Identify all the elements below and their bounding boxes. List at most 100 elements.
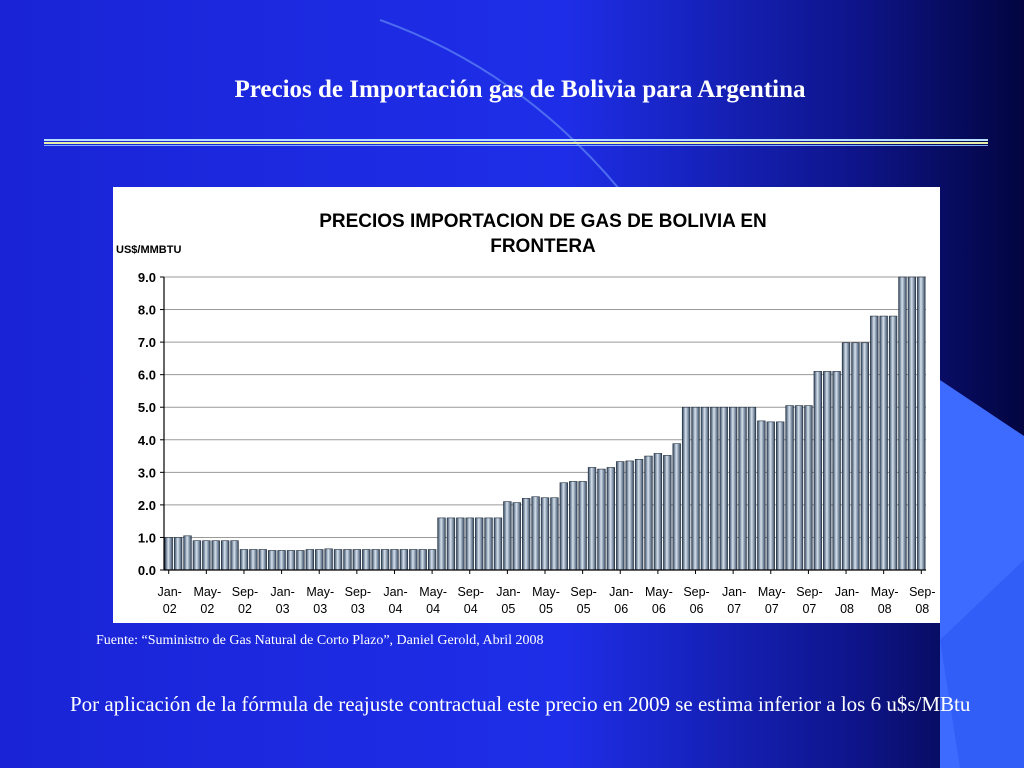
- bar: [616, 461, 625, 571]
- bar: [672, 443, 681, 571]
- x-tick-label-month: May-: [758, 585, 786, 599]
- bar: [220, 540, 230, 571]
- y-tick-label: 0.0: [138, 563, 156, 578]
- bar: [183, 535, 192, 571]
- x-tick-label-month: Jan-: [496, 585, 520, 599]
- x-tick-label-year: 08: [840, 602, 854, 616]
- bar: [503, 501, 512, 571]
- x-tick-label-month: Sep-: [232, 585, 258, 599]
- x-tick-label-month: Jan-: [158, 585, 182, 599]
- y-axis-label: US$/MMBTU: [116, 244, 181, 256]
- bar: [305, 549, 314, 571]
- bar: [465, 517, 474, 571]
- y-tick-label: 9.0: [138, 270, 156, 285]
- x-tick-label-year: 06: [652, 602, 666, 616]
- bar: [888, 315, 898, 571]
- x-tick-label-year: 05: [501, 602, 515, 616]
- x-tick-label-year: 03: [313, 602, 327, 616]
- bar: [540, 497, 550, 571]
- bar: [230, 540, 239, 571]
- y-tick-label: 2.0: [138, 498, 156, 513]
- bar: [766, 421, 775, 571]
- bar: [719, 406, 728, 571]
- bar: [653, 453, 663, 571]
- bar: [728, 406, 738, 571]
- x-tick-label-year: 04: [464, 602, 478, 616]
- bar: [173, 537, 183, 571]
- bar: [851, 342, 860, 571]
- bar: [785, 405, 794, 571]
- bar: [512, 502, 521, 571]
- bar: [249, 549, 258, 571]
- bar: [606, 467, 615, 571]
- bar: [522, 498, 531, 571]
- x-tick-label-year: 07: [802, 602, 816, 616]
- bar: [371, 549, 380, 571]
- x-tick-label-month: Jan-: [722, 585, 746, 599]
- bar: [192, 540, 202, 571]
- bar: [202, 540, 211, 571]
- y-tick-label: 1.0: [138, 530, 156, 545]
- x-tick-label-year: 04: [389, 602, 403, 616]
- slide-note: Por aplicación de la fórmula de reajuste…: [70, 692, 971, 716]
- bar: [324, 548, 333, 571]
- bar: [277, 550, 286, 571]
- bar: [390, 549, 399, 571]
- bar: [484, 517, 493, 571]
- bar: [644, 455, 653, 571]
- y-tick-label: 5.0: [138, 400, 156, 415]
- decorative-curve: [379, 19, 621, 191]
- x-tick-label-year: 02: [200, 602, 214, 616]
- x-tick-label-year: 06: [690, 602, 704, 616]
- y-tick-label: 8.0: [138, 303, 156, 318]
- chart-title-line: FRONTERA: [490, 236, 596, 257]
- bar: [550, 497, 559, 571]
- bar: [418, 549, 427, 571]
- bar: [286, 550, 296, 571]
- bar: [559, 482, 568, 571]
- bar: [427, 549, 437, 571]
- bar: [776, 421, 785, 571]
- bar: [832, 371, 841, 571]
- chart-panel: PRECIOS IMPORTACION DE GAS DE BOLIVIA EN…: [113, 187, 940, 623]
- x-tick-label-month: Sep-: [909, 585, 935, 599]
- bar: [399, 549, 409, 571]
- bar: [823, 371, 832, 571]
- bar: [296, 550, 305, 571]
- bar: [474, 517, 484, 571]
- bar: [380, 549, 390, 571]
- bar: [352, 549, 362, 571]
- bar: [343, 549, 352, 571]
- bar: [446, 517, 456, 571]
- bar: [239, 549, 249, 571]
- slide-title: Precios de Importación gas de Bolivia pa…: [234, 76, 806, 103]
- y-tick-label: 7.0: [138, 335, 156, 350]
- x-tick-label-month: Jan-: [835, 585, 859, 599]
- bar: [794, 405, 804, 571]
- bar: [700, 406, 710, 571]
- bar: [907, 276, 917, 571]
- bar: [841, 342, 851, 571]
- bar: [860, 342, 869, 571]
- x-tick-label-month: May-: [193, 585, 221, 599]
- bar: [813, 371, 822, 571]
- source-citation: Fuente: “Suministro de Gas Natural de Co…: [96, 633, 544, 648]
- x-tick-label-month: Jan-: [609, 585, 633, 599]
- x-tick-label-year: 02: [163, 602, 177, 616]
- bar: [597, 468, 606, 571]
- bar: [757, 420, 766, 571]
- x-tick-label-year: 05: [577, 602, 591, 616]
- x-tick-label-month: Sep-: [796, 585, 822, 599]
- bar: [870, 315, 879, 571]
- bar: [315, 549, 324, 571]
- x-tick-label-month: Sep-: [345, 585, 371, 599]
- bar: [578, 481, 587, 571]
- bar: [268, 550, 277, 571]
- bar: [898, 276, 907, 571]
- bar: [738, 406, 747, 571]
- x-tick-label-month: May-: [419, 585, 447, 599]
- bar: [710, 406, 719, 571]
- bar: [681, 406, 691, 571]
- bar: [917, 276, 926, 571]
